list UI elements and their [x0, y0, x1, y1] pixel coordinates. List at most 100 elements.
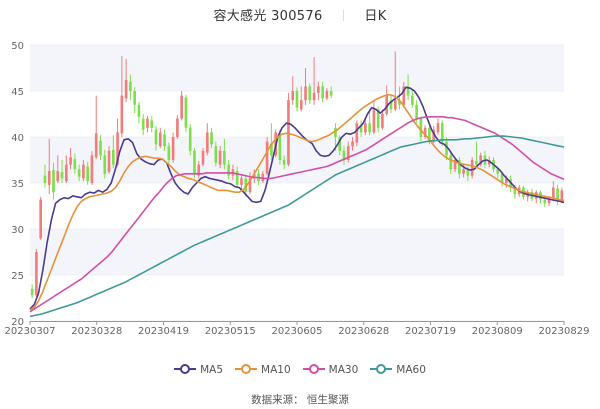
candle-body: [534, 192, 538, 199]
candle-body: [99, 140, 102, 156]
candle-body: [116, 132, 119, 165]
candle-body: [52, 170, 55, 193]
candle-body: [188, 127, 192, 151]
title-separator: [342, 10, 344, 21]
candle-body: [543, 199, 547, 204]
candle-body: [103, 155, 107, 174]
chart-legend: MA5 MA10 MA30 MA60: [0, 364, 600, 376]
candle-body: [150, 120, 154, 128]
y-tick-label: 40: [11, 133, 24, 144]
candle-body: [406, 86, 410, 96]
candle-body: [223, 150, 226, 165]
candle-body: [197, 164, 201, 176]
candle-body: [547, 198, 551, 204]
candle-body: [479, 155, 483, 165]
candle-body: [141, 118, 145, 130]
candle-body: [278, 133, 282, 160]
candle-body: [146, 118, 149, 128]
candle-body: [120, 95, 124, 134]
candle-body: [385, 95, 389, 114]
y-tick-label: 45: [11, 87, 24, 98]
y-tick-label: 35: [11, 179, 24, 190]
candle-body: [359, 125, 363, 133]
legend-item-ma30[interactable]: MA30: [302, 364, 358, 376]
candle-body: [291, 91, 295, 101]
candle-body: [47, 171, 51, 185]
legend-line-circle-icon: [174, 364, 197, 374]
candle-body: [393, 100, 397, 110]
candle-body: [167, 146, 171, 160]
candle-body: [445, 141, 448, 156]
x-tick-label: 20230419: [138, 326, 189, 337]
source-value: 恒生聚源: [306, 394, 349, 406]
candle-body: [411, 95, 414, 105]
candle-body: [287, 100, 290, 165]
candle-body: [86, 166, 89, 182]
candle-body: [193, 150, 196, 174]
candle-body: [462, 169, 465, 174]
period-label: 日K: [364, 9, 387, 24]
candle-body: [77, 169, 81, 177]
candle-body: [43, 175, 47, 183]
candle-body: [449, 155, 453, 170]
x-tick-label: 20230628: [338, 326, 389, 337]
candle-body: [436, 123, 440, 133]
candle-body: [513, 187, 517, 195]
kline-chart[interactable]: 20 25 30 35 40 45 50 20230307 20230328 20230419 20…: [0, 0, 600, 360]
ma-line-ma60: [29, 135, 565, 318]
candle-body: [415, 104, 418, 119]
candle-body: [240, 178, 243, 185]
candle-body: [475, 160, 478, 165]
candle-body: [338, 137, 342, 151]
candle-body: [73, 159, 77, 170]
candle-body: [346, 146, 350, 160]
candle-body: [244, 178, 248, 193]
legend-item-ma60[interactable]: MA60: [370, 364, 426, 376]
legend-item-ma10[interactable]: MA10: [235, 364, 291, 376]
candle-body: [210, 132, 213, 145]
candle-body: [111, 149, 115, 165]
candle-body: [163, 134, 166, 147]
legend-label: MA5: [200, 364, 224, 376]
candle-body: [180, 95, 183, 119]
candle-body: [265, 141, 269, 174]
candle-body: [428, 127, 431, 142]
candle-body: [69, 157, 72, 165]
x-tick-label: 20230328: [71, 326, 122, 337]
candle-body: [201, 150, 205, 165]
x-tick-label: 20230307: [5, 326, 56, 337]
candle-body: [505, 178, 508, 183]
candle-body: [304, 86, 307, 101]
y-tick-label: 20: [11, 317, 24, 328]
candle-body: [158, 132, 162, 147]
candle-body: [235, 171, 239, 185]
candle-body: [500, 173, 504, 183]
ma-line-ma30: [29, 116, 565, 313]
x-tick-label: 20230515: [205, 326, 256, 337]
candle-body: [398, 100, 401, 105]
legend-line-circle-icon: [302, 364, 325, 374]
candle-body: [64, 164, 68, 182]
candle-body: [308, 86, 312, 101]
grid-band: [30, 229, 564, 275]
candle-body: [376, 109, 380, 128]
candle-body: [295, 91, 299, 108]
candle-body: [248, 178, 252, 193]
candle-body: [419, 118, 423, 137]
legend-line-circle-icon: [370, 364, 393, 374]
candle-body: [368, 123, 371, 133]
candle-body: [107, 150, 111, 172]
candle-body: [317, 86, 320, 93]
candle-body: [133, 91, 136, 105]
stock-code: 300576: [271, 9, 323, 24]
candle-body: [270, 143, 273, 156]
candle-body: [432, 129, 436, 142]
y-tick-label: 50: [11, 41, 24, 52]
candle-body: [440, 123, 444, 142]
legend-item-ma5[interactable]: MA5: [174, 364, 223, 376]
candle-body: [39, 199, 43, 239]
candle-body: [560, 190, 564, 202]
candles: [30, 51, 564, 298]
source-label: 数据来源：: [251, 394, 304, 406]
data-source: 数据来源： 恒生聚源: [0, 392, 600, 407]
